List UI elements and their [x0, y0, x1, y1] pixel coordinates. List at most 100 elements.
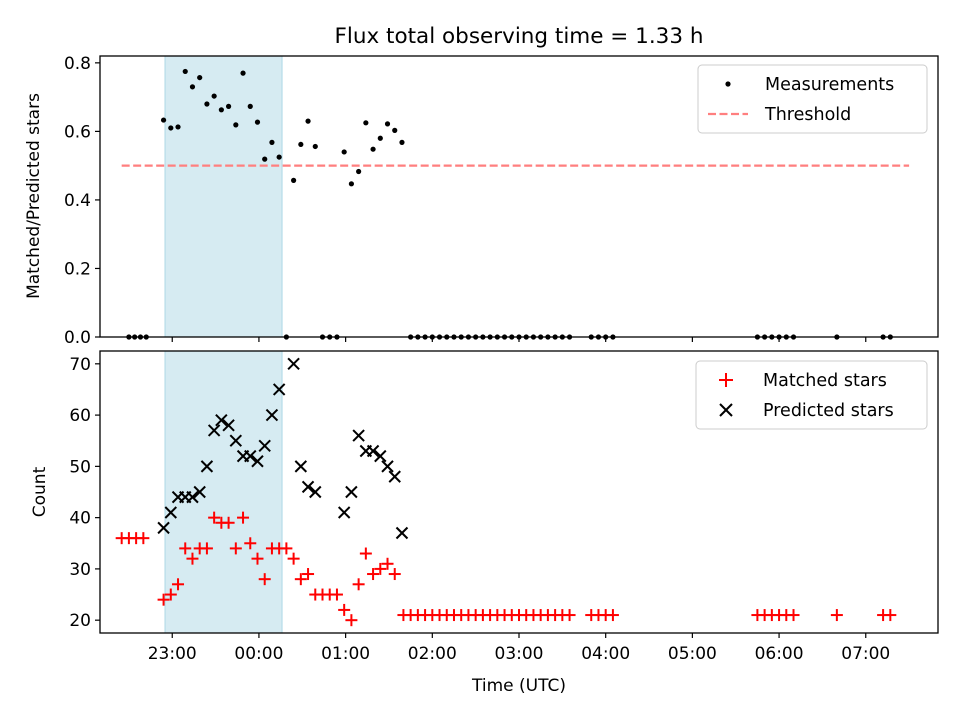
predicted-stars-point [301, 480, 315, 494]
matched-stars-point [222, 516, 235, 529]
measurements-point [377, 135, 383, 141]
measurements-point [363, 120, 369, 126]
x-tick-label: 02:00 [408, 644, 457, 664]
y-tick-label: 40 [69, 509, 91, 529]
predicted-stars-point [381, 460, 394, 473]
matched-stars-point [137, 532, 150, 545]
predicted-stars-point [193, 485, 206, 499]
predicted-stars-point [309, 485, 322, 499]
measurements-point [291, 177, 297, 183]
measurements-point [276, 154, 282, 160]
y-tick-label: 0.8 [64, 54, 91, 74]
predicted-stars-point [352, 429, 365, 442]
matched-stars-point [172, 578, 185, 591]
predicted-stars-point [157, 521, 170, 535]
matched-stars-point [186, 552, 199, 565]
measurements-point [168, 125, 174, 131]
predicted-stars-point [258, 439, 271, 453]
legend-label-predicted: Predicted stars [763, 401, 894, 421]
x-tick-label: 06:00 [755, 644, 804, 664]
matched-stars-point [563, 609, 576, 622]
measurements-point [189, 84, 196, 90]
predicted-stars-point [207, 424, 221, 437]
predicted-stars-point [222, 419, 235, 432]
measurements-point [341, 149, 347, 155]
legend-label-threshold: Threshold [764, 105, 851, 125]
measurements-point [254, 119, 261, 125]
matched-stars-point [352, 578, 365, 591]
measurements-point [233, 122, 239, 128]
predicted-stars-point [244, 449, 257, 463]
legend-marker-matched [719, 373, 733, 387]
measurements-point [218, 107, 224, 113]
matched-stars-point [884, 609, 897, 622]
measurements-point [247, 103, 253, 109]
x-axis-label: Time (UTC) [471, 676, 566, 696]
matched-stars-point [280, 542, 293, 555]
matched-stars-point [287, 552, 300, 565]
highlight-span-top [164, 55, 283, 338]
measurements-point [312, 143, 318, 150]
predicted-stars-point [200, 460, 214, 473]
predicted-stars-point [272, 383, 286, 396]
measurements-point [160, 117, 167, 123]
y-axis-label-ratio: Matched/Predicted stars [24, 93, 44, 299]
measurements-point [298, 141, 304, 148]
predicted-stars-point [395, 526, 409, 540]
y-tick-label: 60 [69, 406, 91, 426]
matched-stars-point [179, 542, 192, 555]
predicted-stars-point [345, 485, 358, 499]
matched-stars-point [157, 593, 170, 606]
matched-stars-point [164, 588, 177, 601]
legend-label-measurements: Measurements [765, 75, 894, 95]
measurements-point [211, 93, 217, 99]
legend-top: Measurements Threshold [697, 64, 928, 134]
matched-stars-point [258, 573, 271, 586]
matched-stars-point [338, 603, 351, 616]
x-tick-label: 04:00 [581, 644, 630, 664]
measurements-point [399, 139, 405, 145]
matched-stars-point [237, 511, 250, 524]
y-tick-label: 50 [69, 457, 91, 477]
measurements-point [175, 124, 181, 130]
matched-stars-point [606, 609, 619, 622]
measurements-point [225, 103, 232, 109]
x-tick-label: 00:00 [234, 644, 283, 664]
predicted-stars-point [265, 408, 279, 422]
predicted-stars-point [164, 506, 178, 519]
predicted-stars-point [215, 414, 228, 427]
predicted-stars-point [294, 460, 308, 473]
matched-stars-point [200, 542, 213, 555]
measurements-point [348, 181, 354, 187]
predicted-stars-point [251, 455, 264, 468]
y-tick-label: 0.6 [64, 122, 91, 142]
legend-marker-measurements [725, 81, 731, 87]
measurements-point [384, 121, 391, 127]
x-tick-label: 05:00 [668, 644, 717, 664]
matched-stars-point [381, 557, 394, 570]
measurements-point [356, 168, 362, 175]
matched-stars-point [302, 568, 315, 581]
legend-bottom: Matched stars Predicted stars [695, 360, 928, 430]
chart-title: Flux total observing time = 1.33 h [335, 24, 704, 49]
x-tick-label: 07:00 [841, 644, 890, 664]
y-tick-label: 20 [69, 611, 91, 631]
matched-stars-point [229, 542, 242, 555]
legend-label-matched: Matched stars [763, 371, 887, 391]
x-tick-label: 01:00 [321, 644, 370, 664]
y-tick-label: 0.0 [64, 328, 91, 348]
matched-stars-point [294, 573, 307, 586]
legend-marker-predicted [719, 403, 733, 417]
legend-box-top [697, 64, 928, 134]
matched-stars-point [330, 588, 343, 601]
measurements-point [197, 74, 203, 81]
x-tick-label: 23:00 [148, 644, 197, 664]
matched-stars-point [244, 537, 257, 550]
measurements-point [204, 101, 210, 107]
matched-stars-point [208, 511, 221, 524]
y-axis-label-count: Count [30, 466, 50, 517]
x-tick-label: 03:00 [495, 644, 544, 664]
predicted-stars-point [337, 506, 351, 519]
panel-ratio: 0.00.20.40.60.8 Matched/Predicted stars … [24, 54, 939, 348]
predicted-stars-point [366, 444, 380, 458]
